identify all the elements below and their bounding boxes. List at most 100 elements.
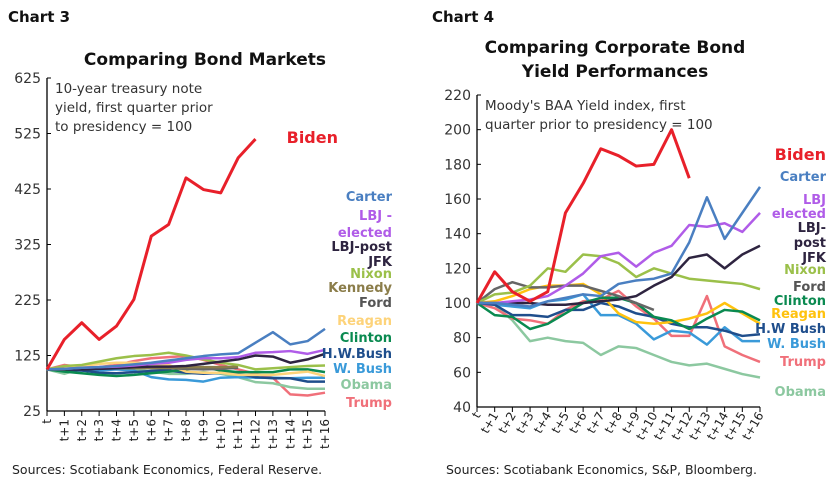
chart3-legend-label: W. Bush [333, 362, 392, 377]
chart4-legend-label: Reagan [771, 307, 826, 322]
chart3-series-reagan [46, 361, 326, 378]
chart4-y-tick-label: 200 [444, 123, 471, 139]
chart4-y-tick-label: 120 [444, 261, 471, 277]
chart3-legend-label: Ford [359, 296, 392, 311]
chart4-y-tick-label: 40 [453, 400, 471, 416]
chart4-y-tick-label: 100 [444, 296, 471, 312]
chart3-series-trump [46, 354, 326, 397]
chart4-y-tick-label: 180 [444, 157, 471, 173]
chart3-legend-label: Kennedy [328, 281, 392, 296]
chart4-legend-label: H.W Bush [755, 322, 826, 337]
chart4-series-reagan [476, 282, 761, 326]
chart4-series-h-w-bush [476, 301, 761, 338]
chart3-panel-label: Chart 3 [8, 8, 71, 26]
chart3-legend-label: LBJ - [359, 209, 392, 224]
chart4-x-tick-label: t+7 [584, 410, 607, 436]
chart3-x-tick-label: t+14 [283, 419, 297, 449]
chart4-legend-label: Clinton [774, 294, 826, 309]
chart3-y-tick-label: 425 [14, 182, 41, 198]
chart3-x-tick-label: t+15 [301, 419, 315, 449]
chart3-x-tick-label: t+8 [179, 419, 193, 441]
chart4-x-tick-label: t+2 [496, 410, 519, 436]
chart3-legend-label: Biden [287, 128, 338, 147]
chart4-legend-label: W. Bush [767, 337, 826, 352]
chart4-legend-label: LBJ- [798, 221, 826, 236]
chart3-x-tick-label: t+12 [249, 419, 263, 449]
chart4-x-tick-label: t+8 [602, 410, 625, 436]
chart3-x-tick-label: t+9 [196, 419, 210, 441]
chart4-x-tick-label: t+1 [478, 410, 501, 436]
chart3-legend-label: LBJ-post [331, 240, 392, 255]
chart4-series-carter [477, 186, 762, 308]
chart4-series-lbj-elected [477, 212, 761, 305]
chart3-series-lbj-post-jfk [47, 352, 326, 371]
chart3-legend-label: Obama [341, 378, 392, 393]
chart3-x-tick-label: t+7 [162, 419, 176, 441]
chart4-y-tick-label: 60 [453, 365, 471, 381]
chart3-x-tick-label: t+10 [214, 419, 228, 449]
chart4-legend-label: JFK [801, 251, 827, 266]
chart3-legend-label: elected [338, 226, 392, 241]
chart3-legend-label: Reagan [337, 314, 392, 329]
chart4-x-tick-label: t+6 [566, 410, 589, 436]
chart3-y-tick-label: 325 [14, 238, 41, 254]
chart4-source: Sources: Scotiabank Economics, S&P, Bloo… [446, 462, 757, 477]
chart3-legend-label: JFK [367, 255, 393, 270]
chart4-annotation-line: Moody's BAA Yield index, first [485, 98, 686, 114]
chart4-y-tick-label: 220 [444, 88, 471, 104]
chart4-legend-label: Trump [780, 355, 826, 370]
chart3-title: Comparing Bond Markets [83, 50, 327, 70]
chart4-x-tick-label: t+4 [531, 410, 554, 436]
chart3-legend-label: H.W.Bush [322, 347, 392, 362]
chart4-x-tick-label: t+5 [549, 410, 572, 436]
chart3-annotation-line: yield, first quarter prior [55, 100, 213, 116]
chart3-source: Sources: Scotiabank Economics, Federal R… [12, 462, 323, 477]
chart4-legend-label: elected [772, 207, 826, 222]
chart4-series-lbj-post-jfk [477, 244, 761, 306]
chart3-x-tick-label: t+5 [127, 419, 141, 441]
chart4-series-biden [475, 128, 691, 304]
chart4-x-tick-label: t [469, 409, 484, 420]
chart4-annotation-line: quarter prior to presidency = 100 [485, 117, 713, 133]
chart4-y-tick-label: 140 [444, 227, 471, 243]
chart4-y-tick-label: 160 [444, 192, 471, 208]
chart4-legend-label: Obama [775, 385, 826, 400]
chart3-x-tick-label: t [40, 419, 54, 424]
chart3-annotation-line: to presidency = 100 [55, 119, 192, 135]
chart4-y-tick-label: 80 [453, 331, 471, 347]
chart3-x-tick-label: t+16 [318, 419, 332, 449]
chart3-legend-label: Trump [346, 396, 392, 411]
chart3-x-tick-label: t+1 [57, 419, 71, 441]
chart3-x-tick-label: t+4 [110, 419, 124, 441]
chart3-x-tick-label: t+11 [231, 419, 245, 449]
chart3-x-tick-label: t+2 [75, 419, 89, 441]
chart3-legend-label: Nixon [350, 267, 392, 282]
chart4-legend-label: Ford [793, 280, 826, 295]
chart4-series-trump [476, 289, 761, 364]
chart4-panel-label: Chart 4 [432, 8, 495, 26]
chart3-annotation-line: 10-year treasury note [55, 81, 202, 97]
chart4-legend-label: Carter [780, 170, 827, 185]
chart4-legend-label: LBJ [803, 193, 826, 208]
chart3-legend-label: Carter [346, 190, 393, 205]
chart3-y-tick-label: 225 [14, 293, 41, 309]
chart3-series-biden [45, 138, 257, 371]
chart4-x-tick-label: t+3 [513, 410, 536, 436]
chart3-series-carter [46, 327, 326, 371]
chart3-y-tick-label: 125 [14, 349, 41, 365]
chart4-series-clinton [476, 296, 761, 331]
chart4-legend-label: post [794, 236, 826, 251]
chart4-title: Comparing Corporate Bond Yield Performan… [484, 38, 746, 82]
chart3-y-tick-label: 25 [23, 404, 41, 420]
chart3-x-tick-label: t+13 [266, 419, 280, 449]
chart3-series-nixon [46, 351, 326, 371]
chart4-series-obama [476, 301, 761, 379]
chart3-y-tick-label: 625 [14, 71, 41, 87]
chart3-y-tick-label: 525 [14, 127, 41, 143]
chart3-x-tick-label: t+3 [92, 419, 106, 441]
chart3-x-tick-label: t+6 [144, 419, 158, 441]
chart4-legend-label: Biden [775, 145, 826, 164]
chart3-legend-label: Clinton [340, 331, 392, 346]
chart4-series-nixon [476, 253, 761, 305]
